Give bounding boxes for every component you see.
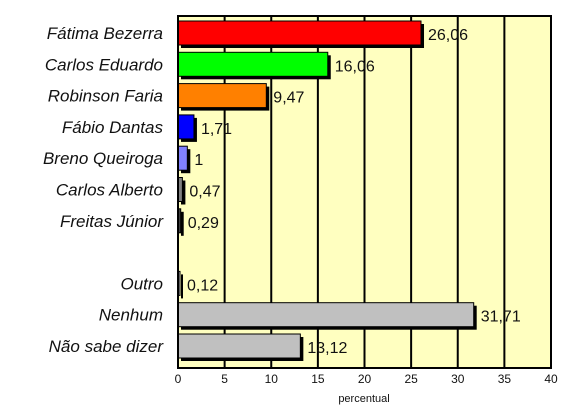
bar-shadow (181, 211, 184, 236)
value-label: 1 (194, 152, 203, 169)
category-label: Não sabe dizer (49, 337, 165, 356)
value-label: 31,71 (481, 309, 521, 326)
bar (177, 302, 475, 328)
category-labels: Fátima Bezerra Carlos Eduardo Robinson Far… (43, 24, 164, 356)
value-label: 13,12 (307, 340, 347, 357)
value-labels: 26,06 16,06 9,47 1,71 1 0,47 0,29 0,12 31,71 13,1… (187, 27, 521, 357)
category-label: Robinson Faria (48, 87, 163, 106)
value-label: 26,06 (428, 27, 468, 44)
x-tick-label: 35 (498, 372, 512, 386)
x-tick-label: 25 (404, 372, 418, 386)
bar (177, 145, 188, 171)
x-tick-label: 0 (175, 372, 182, 386)
bar (177, 20, 422, 46)
category-label: Nenhum (99, 306, 163, 325)
bar (177, 83, 267, 109)
category-label: Fábio Dantas (62, 118, 164, 137)
value-label: 0,12 (187, 277, 218, 294)
x-axis-title: percentual (338, 393, 389, 405)
x-tick-label: 20 (358, 372, 372, 386)
value-label: 0,47 (189, 184, 220, 201)
x-tick-label: 15 (311, 372, 325, 386)
x-tick-label: 30 (451, 372, 465, 386)
value-label: 1,71 (201, 121, 232, 138)
x-tick-label: 40 (544, 372, 558, 386)
value-label: 0,29 (188, 215, 219, 232)
x-tick-label: 5 (221, 372, 228, 386)
value-label: 16,06 (335, 58, 375, 75)
category-label: Outro (120, 274, 163, 293)
plot-frame (177, 15, 552, 369)
bar-shadow (181, 180, 186, 205)
category-label: Freitas Júnior (60, 212, 164, 231)
bar-shadow (181, 274, 183, 299)
bar (177, 51, 329, 77)
x-axis-ticks: 0 5 10 15 20 25 30 35 40 (175, 372, 558, 386)
value-label: 9,47 (273, 90, 304, 107)
bar (177, 333, 301, 359)
category-label: Carlos Alberto (56, 181, 163, 200)
category-label: Breno Queiroga (43, 149, 163, 168)
x-tick-label: 10 (265, 372, 279, 386)
category-label: Carlos Eduardo (45, 55, 163, 74)
bar (177, 114, 195, 140)
category-label: Fátima Bezerra (47, 24, 163, 43)
bars (177, 20, 477, 361)
